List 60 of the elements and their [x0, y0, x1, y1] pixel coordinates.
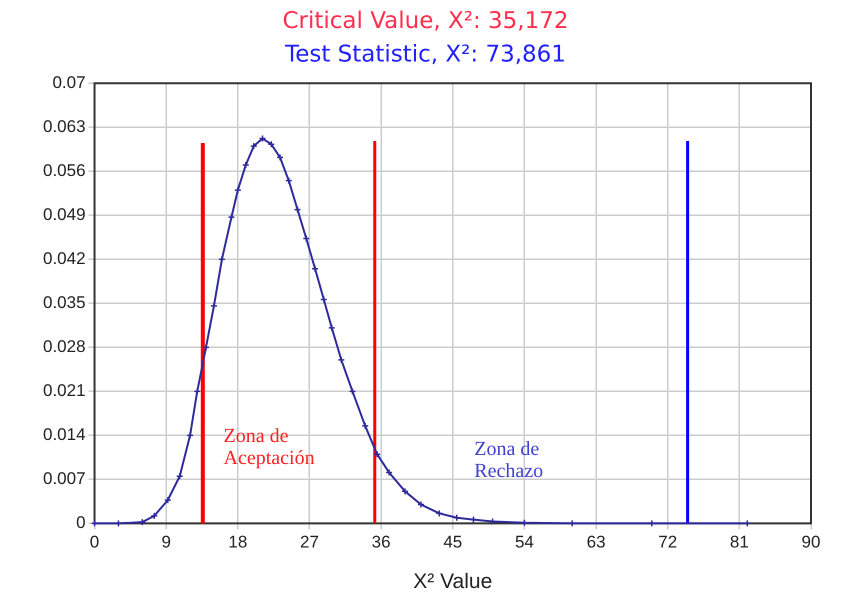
y-tick-label: 0.056 — [42, 160, 86, 180]
x-tick-label: 27 — [300, 532, 319, 552]
point — [285, 176, 293, 184]
point — [176, 472, 184, 480]
chart-subtitle: Test Statistic, X²: 73,861 — [284, 41, 566, 68]
point — [276, 154, 284, 162]
point — [150, 512, 158, 520]
y-tick-label: 0.021 — [42, 381, 86, 400]
y-tick-label: 0.007 — [42, 469, 86, 488]
x-tick-label: 9 — [161, 532, 171, 552]
x-tick-label: 81 — [730, 532, 749, 552]
x-tick-label: 36 — [372, 532, 391, 552]
point — [268, 140, 276, 148]
x-tick-label: 72 — [658, 532, 678, 552]
point — [328, 324, 336, 332]
point — [202, 344, 210, 352]
point — [311, 264, 319, 272]
y-tick-label: 0.035 — [42, 292, 86, 312]
point — [138, 518, 146, 526]
y-tick-label: 0.07 — [52, 72, 86, 92]
point — [234, 186, 242, 194]
y-tick-label: 0.063 — [42, 116, 86, 136]
point — [385, 468, 393, 476]
point — [361, 422, 369, 430]
x-tick-label: 18 — [228, 532, 248, 552]
y-tick-label: 0 — [76, 513, 86, 532]
annotation: Zona de Aceptación — [224, 424, 315, 469]
point — [488, 518, 496, 526]
y-tick-label: 0.028 — [42, 337, 86, 356]
point — [453, 514, 460, 522]
y-tick-label: 0.049 — [42, 204, 86, 224]
point — [218, 256, 226, 264]
point — [228, 213, 236, 221]
x-tick-label: 90 — [802, 532, 820, 552]
x-tick-label: 54 — [514, 532, 534, 552]
point — [294, 206, 302, 214]
point — [186, 432, 194, 440]
point — [435, 510, 443, 518]
y-tick-label: 0.042 — [42, 248, 86, 268]
x-axis-title: X² Value — [413, 570, 492, 594]
x-tick-label: 63 — [586, 532, 606, 552]
point — [193, 388, 201, 396]
point — [210, 302, 218, 310]
point — [258, 134, 266, 142]
point — [242, 161, 250, 169]
x-tick-label: 45 — [443, 532, 462, 552]
annotation: Zona de Rechazo — [474, 438, 544, 482]
x-tick-label: 0 — [90, 532, 100, 552]
point — [302, 234, 310, 242]
point — [401, 488, 409, 496]
chart-title: Critical Value, X²: 35,172 — [282, 8, 569, 34]
point — [338, 356, 346, 364]
point — [320, 296, 328, 304]
point — [417, 500, 425, 508]
y-tick-label: 0.014 — [42, 425, 86, 444]
point — [164, 496, 172, 504]
point — [373, 450, 381, 458]
point — [470, 516, 478, 524]
point — [250, 142, 258, 150]
point — [348, 388, 356, 396]
